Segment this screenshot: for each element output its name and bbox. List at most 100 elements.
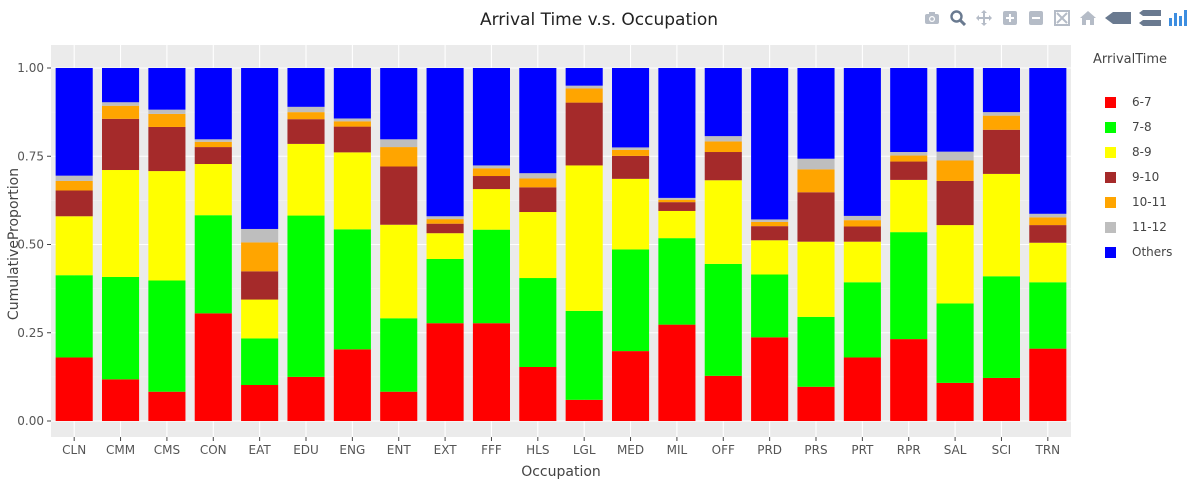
bar-segment-prs-10-11[interactable]: [797, 169, 835, 193]
bar-segment-sci-8-9[interactable]: [982, 173, 1020, 277]
bar-segment-cms-9-10[interactable]: [148, 126, 186, 172]
bar-segment-prt-7-8[interactable]: [843, 282, 881, 358]
bar-segment-prs-others[interactable]: [797, 68, 835, 159]
pan-icon[interactable]: [974, 9, 994, 27]
bar-segment-cmm-6-7[interactable]: [102, 379, 140, 421]
zoom-out-icon[interactable]: [1026, 9, 1046, 27]
bar-segment-eng-6-7[interactable]: [333, 349, 371, 421]
bar-segment-mil-8-9[interactable]: [658, 210, 696, 239]
bar-segment-prt-9-10[interactable]: [843, 226, 881, 242]
bar-segment-trn-others[interactable]: [1029, 68, 1067, 214]
bar-segment-fff-others[interactable]: [472, 68, 510, 166]
bar-segment-lgl-11-12[interactable]: [565, 85, 603, 89]
bar-segment-sci-6-7[interactable]: [982, 377, 1020, 421]
bar-segment-cms-11-12[interactable]: [148, 109, 186, 114]
bar-segment-sci-7-8[interactable]: [982, 276, 1020, 378]
bar-segment-sci-10-11[interactable]: [982, 115, 1020, 130]
bar-segment-lgl-9-10[interactable]: [565, 102, 603, 166]
bar-segment-cms-8-9[interactable]: [148, 171, 186, 281]
bar-segment-eat-others[interactable]: [241, 68, 279, 229]
bar-segment-eng-others[interactable]: [333, 68, 371, 119]
bar-segment-sal-8-9[interactable]: [936, 225, 974, 304]
bar-segment-fff-9-10[interactable]: [472, 176, 510, 190]
bar-segment-prs-6-7[interactable]: [797, 386, 835, 421]
bar-segment-prs-11-12[interactable]: [797, 158, 835, 170]
bar-segment-sal-others[interactable]: [936, 68, 974, 152]
bar-segment-fff-6-7[interactable]: [472, 323, 510, 421]
bar-segment-ent-10-11[interactable]: [380, 147, 418, 167]
bar-segment-cmm-11-12[interactable]: [102, 102, 140, 106]
bar-segment-hls-10-11[interactable]: [519, 178, 557, 188]
bar-segment-ent-others[interactable]: [380, 68, 418, 140]
bar-segment-edu-6-7[interactable]: [287, 376, 325, 421]
bar-segment-cmm-others[interactable]: [102, 68, 140, 103]
home-icon[interactable]: [1078, 9, 1098, 27]
bar-segment-fff-7-8[interactable]: [472, 229, 510, 324]
bar-segment-prd-others[interactable]: [751, 68, 789, 220]
bar-segment-mil-others[interactable]: [658, 68, 696, 198]
bar-segment-mil-10-11[interactable]: [658, 199, 696, 203]
bar-segment-eng-8-9[interactable]: [333, 152, 371, 230]
bar-segment-ext-others[interactable]: [426, 68, 464, 217]
bar-segment-eng-11-12[interactable]: [333, 118, 371, 122]
bar-segment-cmm-7-8[interactable]: [102, 276, 140, 380]
bar-segment-off-10-11[interactable]: [704, 141, 742, 153]
bar-segment-prd-10-11[interactable]: [751, 221, 789, 227]
bar-segment-off-7-8[interactable]: [704, 263, 742, 376]
bar-segment-eng-7-8[interactable]: [333, 229, 371, 350]
bar-segment-fff-11-12[interactable]: [472, 165, 510, 169]
bar-segment-prd-9-10[interactable]: [751, 226, 789, 241]
bar-segment-cms-7-8[interactable]: [148, 280, 186, 392]
spike-lines-icon[interactable]: [1104, 9, 1132, 27]
bar-segment-ent-9-10[interactable]: [380, 166, 418, 225]
legend-item-8-9[interactable]: 8-9: [1105, 141, 1197, 163]
bar-segment-prd-11-12[interactable]: [751, 219, 789, 222]
bar-segment-con-6-7[interactable]: [194, 313, 232, 421]
bar-segment-sci-others[interactable]: [982, 68, 1020, 113]
bar-segment-hls-9-10[interactable]: [519, 187, 557, 213]
bar-segment-hls-8-9[interactable]: [519, 212, 557, 279]
bar-segment-cln-6-7[interactable]: [55, 357, 93, 421]
bar-segment-cln-10-11[interactable]: [55, 180, 93, 191]
legend-item-9-10[interactable]: 9-10: [1105, 166, 1197, 188]
bar-segment-trn-10-11[interactable]: [1029, 217, 1067, 226]
bar-segment-ext-11-12[interactable]: [426, 216, 464, 220]
bar-segment-trn-11-12[interactable]: [1029, 213, 1067, 218]
bar-segment-con-10-11[interactable]: [194, 141, 232, 148]
bar-segment-prt-8-9[interactable]: [843, 241, 881, 283]
bar-segment-trn-9-10[interactable]: [1029, 225, 1067, 243]
bar-segment-trn-7-8[interactable]: [1029, 282, 1067, 349]
bar-segment-hls-6-7[interactable]: [519, 366, 557, 421]
bar-segment-sal-10-11[interactable]: [936, 160, 974, 181]
bar-segment-ent-6-7[interactable]: [380, 391, 418, 421]
bar-segment-lgl-10-11[interactable]: [565, 88, 603, 103]
bar-segment-cms-others[interactable]: [148, 68, 186, 110]
bar-segment-trn-6-7[interactable]: [1029, 348, 1067, 421]
bar-segment-edu-9-10[interactable]: [287, 119, 325, 144]
bar-segment-rpr-10-11[interactable]: [890, 155, 928, 162]
autoscale-icon[interactable]: [1052, 9, 1072, 27]
bar-segment-med-11-12[interactable]: [612, 147, 650, 150]
bar-segment-edu-8-9[interactable]: [287, 143, 325, 216]
bar-segment-edu-7-8[interactable]: [287, 215, 325, 377]
bar-segment-med-8-9[interactable]: [612, 178, 650, 250]
legend-item-7-8[interactable]: 7-8: [1105, 116, 1197, 138]
bar-segment-eng-10-11[interactable]: [333, 121, 371, 127]
bar-segment-edu-11-12[interactable]: [287, 106, 325, 113]
bar-segment-sal-11-12[interactable]: [936, 151, 974, 161]
bar-segment-prs-7-8[interactable]: [797, 316, 835, 387]
bar-segment-rpr-6-7[interactable]: [890, 339, 928, 421]
bar-segment-prs-9-10[interactable]: [797, 192, 835, 242]
zoom-icon[interactable]: [948, 9, 968, 27]
bar-segment-cms-6-7[interactable]: [148, 391, 186, 421]
bar-segment-rpr-7-8[interactable]: [890, 232, 928, 340]
legend-item-6-7[interactable]: 6-7: [1105, 91, 1197, 113]
compare-hover-icon[interactable]: [1138, 9, 1162, 27]
bar-segment-med-7-8[interactable]: [612, 249, 650, 352]
bar-segment-ext-8-9[interactable]: [426, 233, 464, 259]
bar-segment-med-others[interactable]: [612, 68, 650, 148]
bar-segment-off-others[interactable]: [704, 68, 742, 137]
bar-segment-off-9-10[interactable]: [704, 152, 742, 181]
bar-segment-med-6-7[interactable]: [612, 351, 650, 421]
bar-segment-off-6-7[interactable]: [704, 375, 742, 421]
